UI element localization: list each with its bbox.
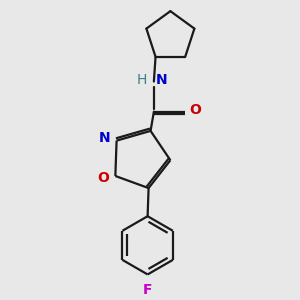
Text: N: N <box>156 73 167 87</box>
Text: O: O <box>98 171 109 185</box>
Text: O: O <box>189 103 201 117</box>
Text: F: F <box>143 283 152 297</box>
Text: H: H <box>137 73 147 87</box>
Text: N: N <box>99 131 111 145</box>
